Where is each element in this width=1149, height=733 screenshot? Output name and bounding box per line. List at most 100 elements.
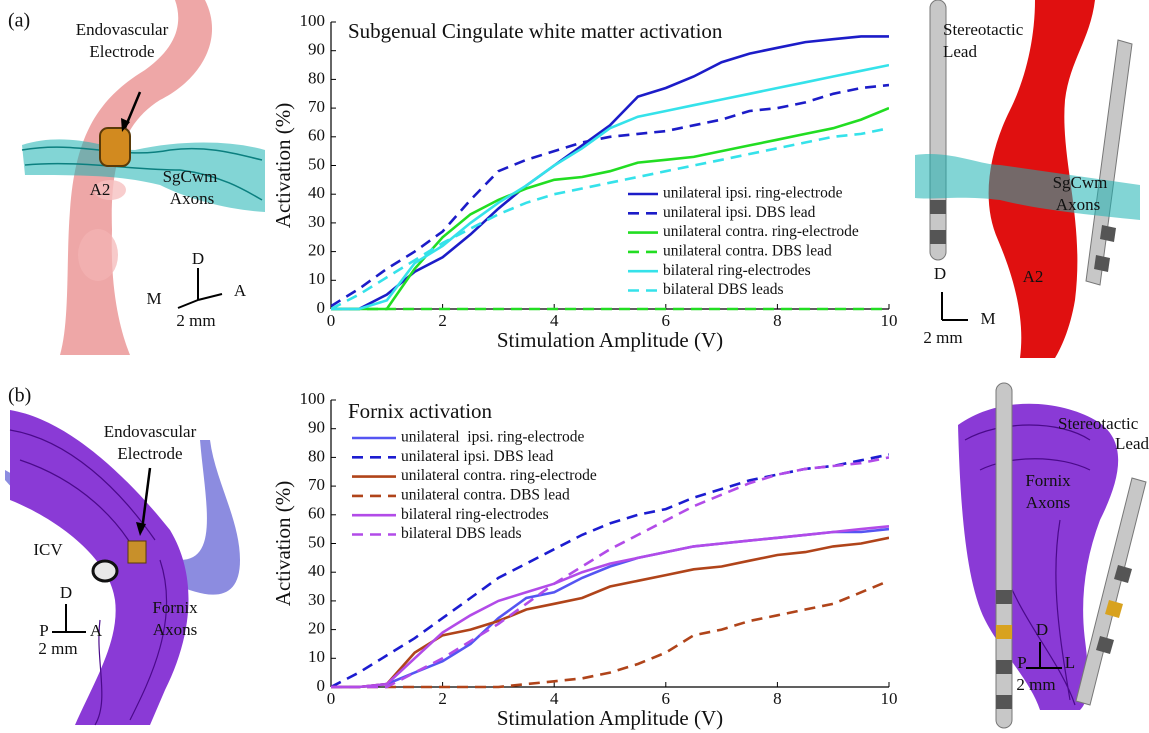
x-tick-label: 4	[550, 311, 559, 330]
panel-label: (a)	[8, 10, 30, 32]
legend-label: unilateral contra. DBS lead	[663, 242, 832, 259]
series-line	[331, 525, 889, 689]
annotation: Electrode	[89, 42, 154, 61]
x-tick-label: 0	[327, 311, 336, 330]
x-tick-label: 0	[327, 689, 336, 708]
annotation: Fornix	[1025, 471, 1071, 490]
axis-mark: P	[39, 621, 48, 640]
y-tick-label: 70	[308, 97, 325, 116]
x-tick-label: 8	[773, 689, 782, 708]
legend-label: bilateral DBS leads	[401, 525, 522, 542]
y-tick-label: 10	[308, 647, 325, 666]
y-tick-label: 30	[308, 212, 325, 231]
scale-bar: 2 mm	[38, 639, 77, 658]
legend-label: bilateral ring-electrodes	[401, 506, 549, 523]
legend-label: unilateral contra. ring-electrode	[401, 467, 597, 484]
legend-label: bilateral ring-electrodes	[663, 262, 811, 279]
annotation: Axons	[1026, 493, 1070, 512]
y-tick-label: 20	[308, 619, 325, 638]
annotation: A2	[90, 180, 111, 199]
scale-bar: 2 mm	[1016, 675, 1055, 694]
y-tick-label: 20	[308, 241, 325, 260]
scale-bar: 2 mm	[923, 328, 962, 347]
legend-label: unilateral contra. DBS lead	[401, 486, 570, 503]
x-tick-label: 10	[881, 689, 898, 708]
axis-mark: D	[60, 583, 72, 602]
y-tick-label: 70	[308, 475, 325, 494]
series-line	[331, 63, 889, 311]
axis-mark: A	[90, 621, 103, 640]
y-tick-label: 90	[308, 40, 325, 59]
x-axis-label: Stimulation Amplitude (V)	[497, 328, 723, 352]
annotation: Axons	[170, 189, 214, 208]
y-tick-label: 100	[300, 389, 326, 408]
x-tick-label: 8	[773, 311, 782, 330]
y-tick-label: 60	[308, 504, 325, 523]
image-a-right: Stereotactic Lead SgCwm Axons A2 D M 2 m…	[915, 0, 1140, 358]
x-tick-label: 6	[662, 689, 671, 708]
chart-title: Fornix activation	[348, 399, 493, 423]
axis-mark: M	[146, 289, 161, 308]
legend-label: bilateral DBS leads	[663, 281, 784, 298]
y-tick-label: 60	[308, 126, 325, 145]
annotation: Fornix	[152, 598, 198, 617]
annotation: Endovascular	[76, 20, 169, 39]
axis-mark: M	[980, 309, 995, 328]
annotation: Axons	[153, 620, 197, 639]
y-tick-label: 40	[308, 561, 325, 580]
y-tick-label: 50	[308, 154, 325, 173]
x-tick-label: 2	[438, 311, 447, 330]
annotation: SgCwm	[1053, 173, 1108, 192]
annotation: Endovascular	[104, 422, 197, 441]
x-tick-label: 10	[881, 311, 898, 330]
x-tick-label: 6	[662, 311, 671, 330]
y-tick-label: 0	[317, 676, 326, 695]
y-tick-label: 100	[300, 11, 326, 30]
y-tick-label: 90	[308, 418, 325, 437]
axis-mark: D	[934, 264, 946, 283]
annotation: Electrode	[117, 444, 182, 463]
annotation: ICV	[33, 540, 63, 559]
series-line	[331, 453, 889, 689]
x-axis-label: Stimulation Amplitude (V)	[497, 706, 723, 730]
series-line	[331, 579, 889, 689]
y-axis-label: Activation (%)	[271, 103, 295, 228]
chart-title: Subgenual Cingulate white matter activat…	[348, 19, 723, 43]
y-tick-label: 0	[317, 298, 326, 317]
axis-mark: D	[1036, 620, 1048, 639]
annotation: Stereotactic	[943, 20, 1024, 39]
axis-mark: A	[234, 281, 247, 300]
legend-label: unilateral ipsi. DBS lead	[401, 448, 554, 465]
panel-label: (b)	[8, 385, 31, 407]
x-tick-label: 4	[550, 689, 559, 708]
image-b-left: (b) Endovascular Electrode ICV D P A 2 m…	[5, 385, 240, 726]
x-tick-label: 2	[438, 689, 447, 708]
y-tick-label: 80	[308, 68, 325, 87]
y-tick-label: 40	[308, 183, 325, 202]
y-tick-label: 50	[308, 532, 325, 551]
annotation: Lead	[943, 42, 977, 61]
annotation: SgCwm	[163, 167, 218, 186]
y-tick-label: 10	[308, 269, 325, 288]
annotation: Axons	[1056, 195, 1100, 214]
legend-label: unilateral ipsi. ring-electrode	[401, 429, 584, 446]
series-line	[331, 456, 889, 689]
scale-bar: 2 mm	[176, 311, 215, 330]
series-line	[331, 35, 889, 311]
y-tick-label: 80	[308, 446, 325, 465]
image-a-left: (a) Endovascular Electrode A2 SgCwm Axon…	[8, 0, 265, 355]
series-line	[331, 83, 889, 308]
annotation: Lead	[1115, 434, 1149, 453]
legend-label: unilateral contra. ring-electrode	[663, 223, 859, 240]
legend-label: unilateral ipsi. ring-electrode	[663, 185, 843, 202]
axis-mark: P	[1017, 653, 1026, 672]
image-b-right: Stereotactic Lead Fornix Axons D P L 2 m…	[958, 382, 1149, 729]
series-line	[331, 126, 889, 311]
axis-mark: D	[192, 249, 204, 268]
annotation: Stereotactic	[1058, 414, 1139, 433]
y-axis-label: Activation (%)	[271, 481, 295, 606]
legend-label: unilateral ipsi. DBS lead	[663, 204, 816, 221]
annotation: A2	[1023, 267, 1044, 286]
y-tick-label: 30	[308, 590, 325, 609]
